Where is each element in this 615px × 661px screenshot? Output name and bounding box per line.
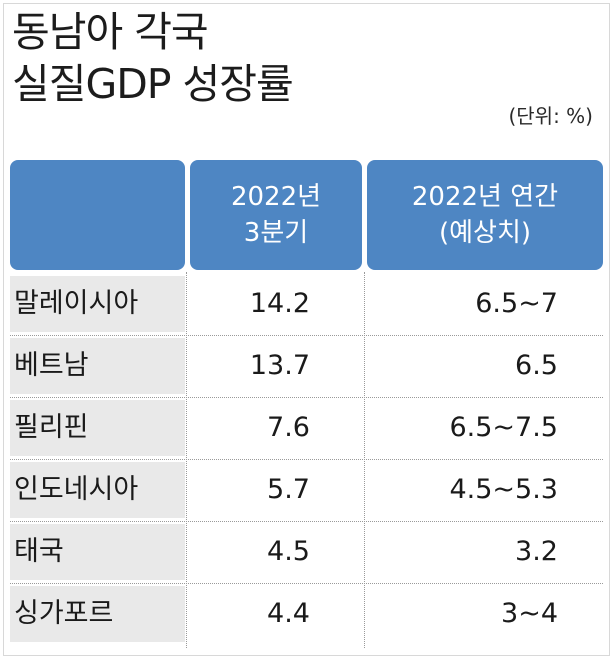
- q3-value: 7.6: [267, 412, 310, 443]
- country-label: 베트남: [10, 338, 185, 394]
- country-label: 말레이시아: [10, 276, 185, 332]
- country-label: 필리핀: [10, 400, 185, 456]
- annual-value: 6.5~7.5: [449, 412, 558, 443]
- row-divider: [10, 459, 603, 460]
- header-q3-line-1: 2022년: [230, 182, 322, 212]
- country-label: 태국: [10, 524, 185, 580]
- annual-value: 6.5: [515, 350, 558, 381]
- q3-value: 4.4: [267, 598, 310, 629]
- title-line-1: 동남아 각국: [12, 8, 209, 56]
- q3-value: 13.7: [249, 350, 310, 381]
- row-divider: [10, 397, 603, 398]
- header-q3-line-2: 3분기: [243, 218, 309, 248]
- q3-value: 14.2: [249, 288, 310, 319]
- row-divider: [10, 583, 603, 584]
- table-row: 태국 4.5 3.2: [10, 524, 603, 580]
- q3-value: 4.5: [267, 536, 310, 567]
- annual-value: 6.5~7: [475, 288, 558, 319]
- country-label: 싱가포르: [10, 586, 185, 642]
- header-annual-line-2: (예상치): [438, 218, 532, 248]
- header-country: [10, 160, 185, 270]
- table-row: 싱가포르 4.4 3~4: [10, 586, 603, 642]
- column-divider: [186, 272, 187, 648]
- country-label: 인도네시아: [10, 462, 185, 518]
- q3-value: 5.7: [267, 474, 310, 505]
- table-row: 말레이시아 14.2 6.5~7: [10, 276, 603, 332]
- annual-value: 3.2: [515, 536, 558, 567]
- header-annual: 2022년 연간 (예상치): [367, 160, 603, 270]
- annual-value: 4.5~5.3: [449, 474, 558, 505]
- row-divider: [10, 521, 603, 522]
- header-annual-line-1: 2022년 연간: [411, 182, 559, 212]
- table-row: 필리핀 7.6 6.5~7.5: [10, 400, 603, 456]
- header-q3: 2022년 3분기: [190, 160, 362, 270]
- title-line-2: 실질GDP 성장률: [12, 60, 294, 108]
- unit-label: (단위: %): [508, 104, 593, 128]
- column-divider: [364, 272, 365, 648]
- table-row: 베트남 13.7 6.5: [10, 338, 603, 394]
- annual-value: 3~4: [501, 598, 558, 629]
- row-divider: [10, 335, 603, 336]
- chart-title: 동남아 각국 실질GDP 성장률: [12, 6, 294, 110]
- table-row: 인도네시아 5.7 4.5~5.3: [10, 462, 603, 518]
- chart-frame: [3, 3, 610, 656]
